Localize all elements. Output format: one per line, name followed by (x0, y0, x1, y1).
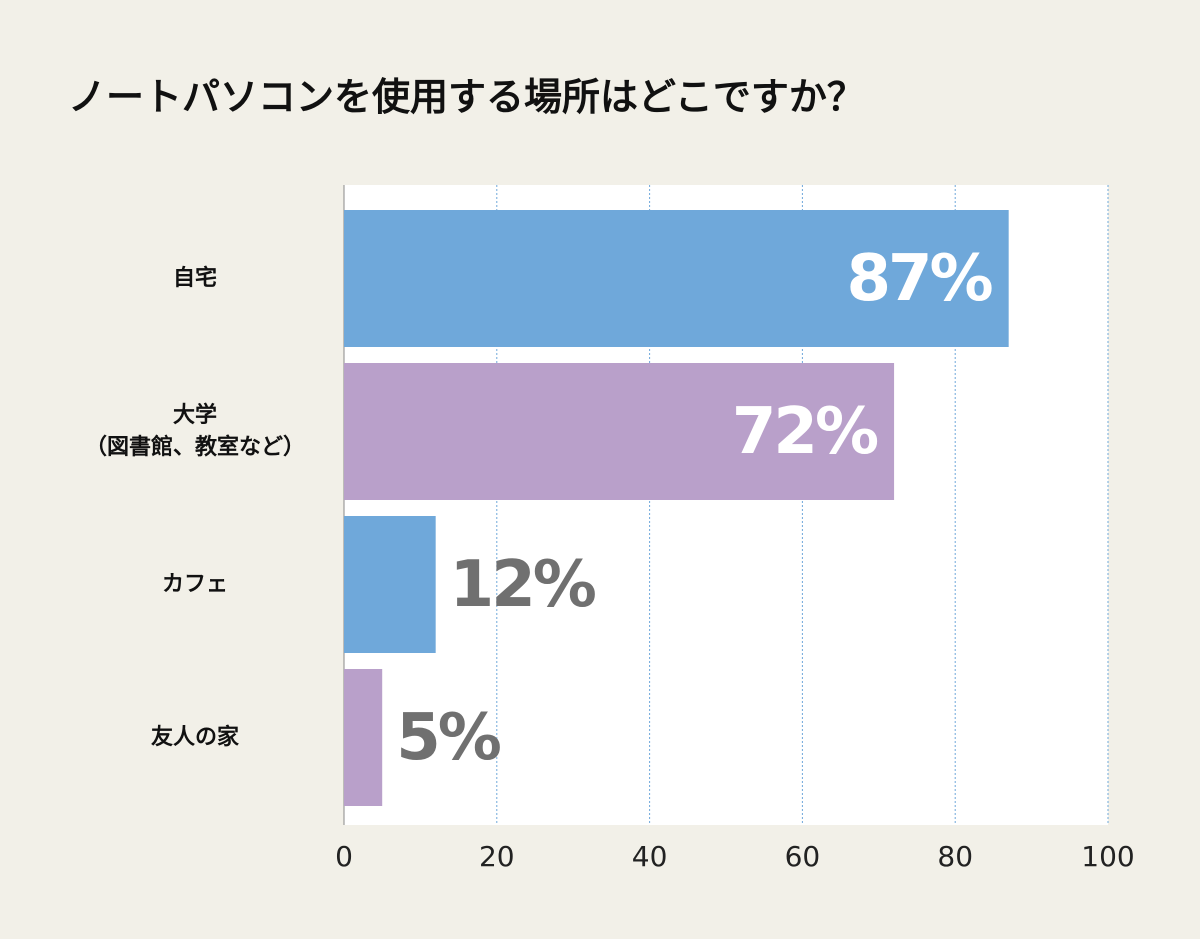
category-label: 自宅 (172, 265, 217, 291)
bar (344, 363, 895, 500)
x-tick-label: 80 (937, 840, 973, 873)
bar (344, 516, 436, 653)
x-tick-label: 60 (785, 840, 821, 873)
x-tick-label: 0 (335, 840, 353, 873)
x-tick-label: 40 (632, 840, 668, 873)
value-label: 5% (396, 701, 501, 775)
value-label: 72% (732, 395, 878, 469)
chart-title: ノートパソコンを使用する場所はどこですか？ (68, 75, 865, 119)
category-label: 友人の家 (150, 724, 239, 750)
category-label: 大学 （図書館、教室など） (84, 402, 305, 460)
bar (344, 210, 1009, 347)
x-tick-label: 100 (1081, 840, 1134, 873)
category-label: カフェ (161, 571, 228, 597)
value-label: 12% (450, 548, 596, 622)
bar (344, 669, 383, 806)
value-label: 87% (846, 242, 992, 316)
x-tick-label: 20 (479, 840, 515, 873)
